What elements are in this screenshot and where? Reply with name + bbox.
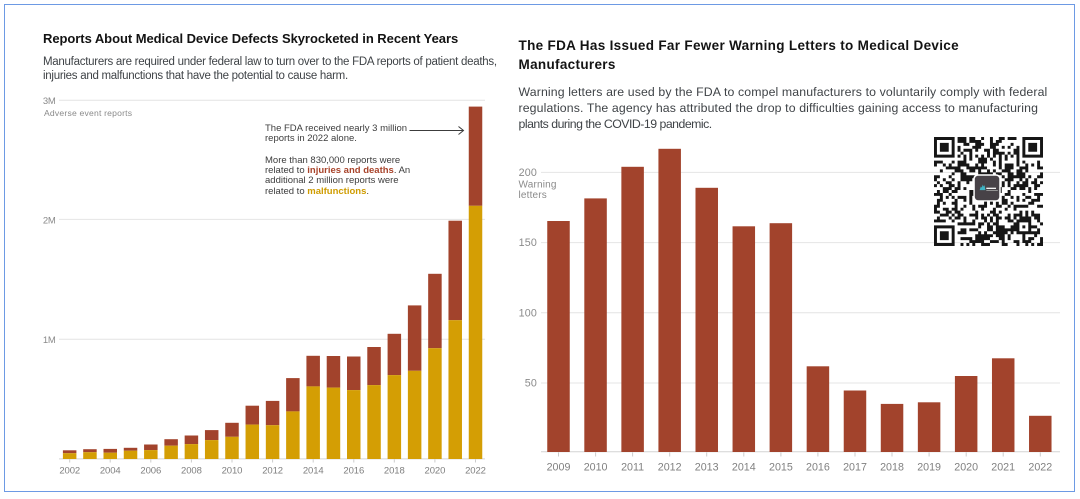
svg-text:2002: 2002 (59, 466, 80, 477)
svg-text:2018: 2018 (384, 466, 405, 477)
svg-text:2015: 2015 (769, 462, 793, 474)
svg-text:2010: 2010 (584, 462, 608, 474)
svg-text:2014: 2014 (732, 462, 756, 474)
svg-text:2020: 2020 (425, 466, 446, 477)
svg-text:2016: 2016 (806, 462, 830, 474)
svg-text:2M: 2M (43, 215, 56, 226)
svg-text:Adverse event reports: Adverse event reports (44, 108, 132, 118)
svg-text:3M: 3M (43, 96, 56, 107)
svg-text:Warning: Warning (519, 180, 557, 191)
svg-text:2021: 2021 (991, 462, 1015, 474)
svg-text:100: 100 (519, 307, 537, 319)
svg-text:2006: 2006 (140, 466, 161, 477)
svg-text:2016: 2016 (343, 466, 364, 477)
svg-text:2010: 2010 (222, 466, 243, 477)
svg-text:1M: 1M (43, 335, 56, 346)
svg-text:2012: 2012 (262, 466, 283, 477)
svg-text:2011: 2011 (621, 462, 644, 474)
svg-text:2012: 2012 (658, 462, 682, 474)
svg-text:letters: letters (519, 190, 548, 201)
svg-text:2008: 2008 (181, 466, 202, 477)
svg-text:2017: 2017 (843, 462, 867, 474)
svg-text:2022: 2022 (1028, 462, 1052, 474)
svg-text:2018: 2018 (880, 462, 904, 474)
svg-text:2009: 2009 (547, 462, 571, 474)
svg-text:200: 200 (519, 167, 537, 179)
svg-text:2019: 2019 (917, 462, 941, 474)
svg-text:2020: 2020 (954, 462, 978, 474)
svg-text:150: 150 (519, 237, 537, 249)
svg-text:2014: 2014 (303, 466, 324, 477)
svg-text:2013: 2013 (695, 462, 719, 474)
svg-text:2004: 2004 (100, 466, 121, 477)
svg-text:2022: 2022 (465, 466, 486, 477)
svg-text:50: 50 (525, 378, 537, 390)
